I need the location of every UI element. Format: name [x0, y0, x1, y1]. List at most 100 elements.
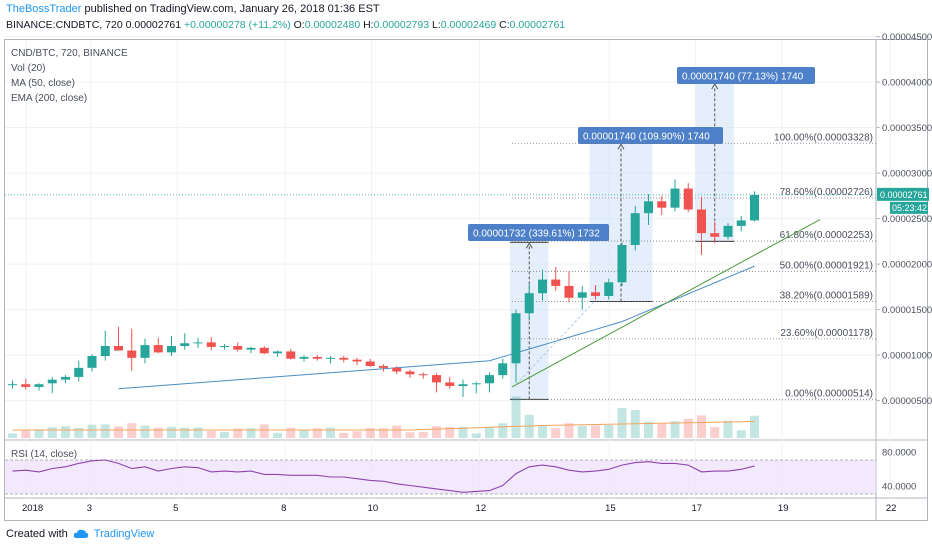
candle-body[interactable]	[140, 345, 150, 358]
candle-body[interactable]	[34, 384, 44, 387]
ohlc-line: BINANCE:CNDBTC, 720 0.00002761 +0.000002…	[6, 19, 565, 31]
volume-bar	[326, 427, 335, 438]
candle-body[interactable]	[723, 225, 733, 237]
candle-body[interactable]	[87, 356, 97, 368]
legend-symbol: CND/BTC, 720, BINANCE	[11, 48, 128, 59]
candle-body[interactable]	[683, 188, 693, 210]
candle-body[interactable]	[405, 371, 415, 375]
candle-body[interactable]	[273, 351, 282, 354]
candle-body[interactable]	[564, 285, 574, 298]
legend-ma[interactable]: MA (50, close)	[11, 78, 75, 89]
low-value: 0.00002469	[440, 19, 497, 31]
measure-label: 0.00001732 (339.61%) 1732	[473, 229, 600, 240]
candle-body[interactable]	[339, 357, 349, 360]
price-axis-label: 0.00000500	[882, 396, 932, 407]
candle-body[interactable]	[193, 342, 203, 344]
candle-body[interactable]	[604, 282, 614, 296]
volume-bar	[750, 415, 759, 438]
candle-body[interactable]	[365, 361, 375, 367]
candle-body[interactable]	[657, 201, 667, 208]
volume-bar	[206, 431, 216, 438]
candle-body[interactable]	[511, 313, 521, 364]
time-axis-label: 15	[605, 503, 616, 514]
volume-bar	[61, 426, 70, 438]
close-value: 0.00002761	[509, 19, 566, 31]
last-price-badge-text: 0.00002761	[880, 190, 928, 200]
candle-body[interactable]	[286, 351, 296, 359]
candle-body[interactable]	[445, 382, 455, 387]
price-axis-label: 0.00001500	[882, 305, 932, 316]
volume-bar	[538, 425, 547, 438]
candle-body[interactable]	[644, 201, 653, 214]
candle-body[interactable]	[312, 356, 322, 359]
volume-bar	[564, 423, 574, 438]
candle-body[interactable]	[697, 209, 706, 234]
measure-label: 0.00001740 (77.13%) 1740	[682, 72, 804, 83]
volume-bar	[644, 421, 653, 438]
chart-frame[interactable]	[4, 39, 928, 521]
candle-body[interactable]	[458, 384, 468, 387]
volume-bar	[604, 425, 614, 438]
candle-body[interactable]	[259, 347, 269, 354]
candle-body[interactable]	[432, 375, 441, 383]
author-link[interactable]: TheBossTrader	[6, 3, 82, 15]
volume-bar	[246, 428, 256, 438]
volume-bar	[339, 432, 349, 438]
rsi-axis-label: 80.0000	[882, 448, 916, 459]
candle-body[interactable]	[524, 293, 534, 314]
candle-body[interactable]	[670, 188, 680, 208]
candle-body[interactable]	[153, 345, 163, 353]
candle-body[interactable]	[352, 359, 362, 362]
candle-body[interactable]	[630, 213, 640, 245]
candle-body[interactable]	[485, 375, 494, 384]
candle-body[interactable]	[326, 357, 335, 359]
candle-body[interactable]	[47, 379, 57, 384]
open-value: 0.00002480	[304, 19, 361, 31]
candle-body[interactable]	[591, 292, 600, 296]
legend-volume[interactable]: Vol (20)	[11, 63, 46, 74]
fib-level-label: 0.00%(0.00000514)	[785, 388, 873, 399]
candle-body[interactable]	[299, 356, 309, 359]
legend-ema[interactable]: EMA (200, close)	[11, 93, 88, 104]
candle-body[interactable]	[736, 220, 746, 226]
price-axis-label: 0.00004000	[882, 78, 932, 89]
legend-rsi[interactable]: RSI (14, close)	[11, 449, 78, 460]
volume-bar	[114, 426, 123, 438]
candle-body[interactable]	[392, 367, 402, 372]
volume-bar	[193, 427, 203, 438]
candle-body[interactable]	[750, 194, 759, 221]
candle-body[interactable]	[246, 347, 256, 350]
candle-body[interactable]	[61, 376, 70, 380]
volume-bar	[670, 421, 680, 438]
candle-body[interactable]	[617, 244, 627, 283]
volume-bar	[47, 427, 57, 438]
ema-line[interactable]	[12, 421, 755, 431]
candle-body[interactable]	[114, 346, 123, 351]
candle-body[interactable]	[180, 343, 190, 346]
candle-body[interactable]	[100, 346, 110, 357]
candle-body[interactable]	[233, 346, 243, 350]
candle-body[interactable]	[577, 292, 587, 298]
candle-body[interactable]	[498, 363, 508, 376]
candle-body[interactable]	[8, 384, 17, 386]
candle-body[interactable]	[206, 342, 216, 347]
ma-line[interactable]	[118, 265, 755, 390]
candle-body[interactable]	[74, 367, 84, 377]
candle-body[interactable]	[21, 384, 31, 387]
candle-body[interactable]	[538, 279, 547, 294]
candle-body[interactable]	[379, 366, 388, 368]
candle-body[interactable]	[418, 374, 428, 376]
candle-body[interactable]	[710, 233, 720, 237]
candle-body[interactable]	[471, 383, 481, 385]
tradingview-brand[interactable]: TradingView	[93, 528, 155, 540]
candle-body[interactable]	[127, 350, 137, 358]
volume-bar	[432, 426, 441, 438]
price-axis-label: 0.00003000	[882, 169, 932, 180]
price-axis-label: 0.00002000	[882, 260, 932, 271]
rsi-line[interactable]	[12, 459, 755, 493]
candle-body[interactable]	[220, 346, 229, 347]
candle-body[interactable]	[167, 346, 176, 353]
trend-line[interactable]	[511, 219, 821, 388]
candle-body[interactable]	[551, 279, 561, 286]
